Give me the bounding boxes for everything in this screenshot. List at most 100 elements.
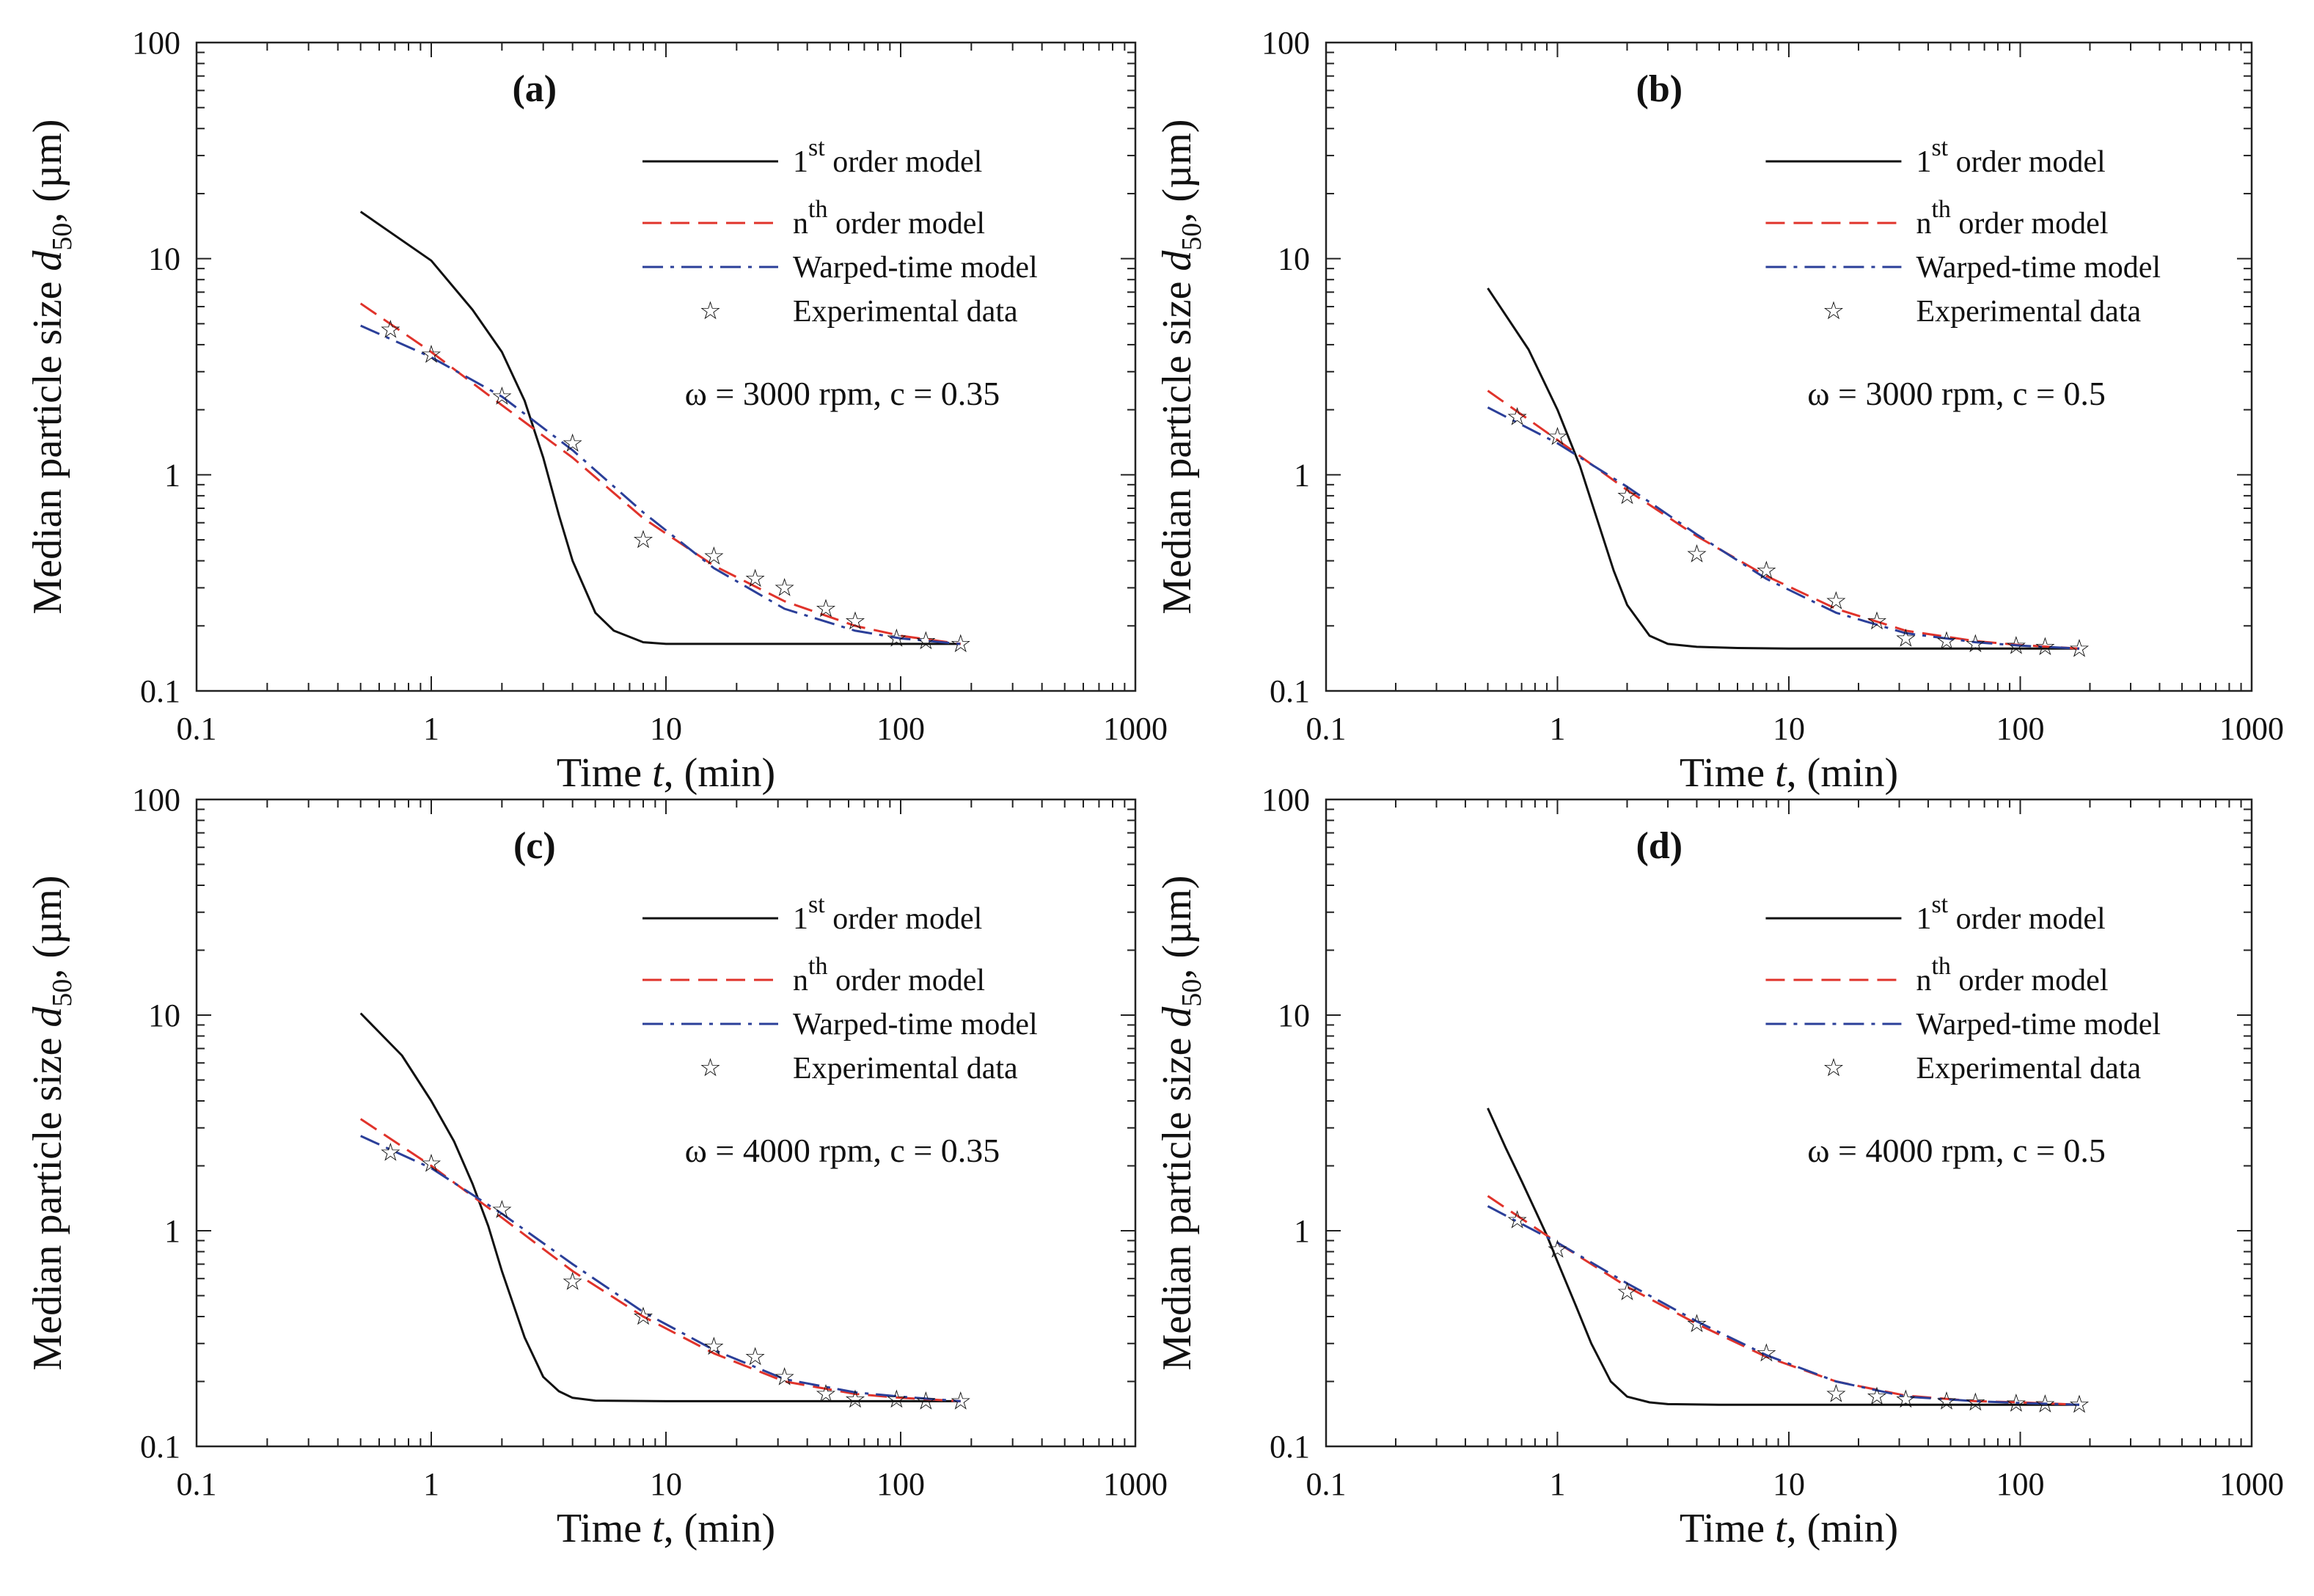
data-point-star-icon: ☆ (949, 629, 971, 659)
x-axis-title-prefix: Time (557, 750, 652, 796)
data-point-star-icon: ☆ (915, 1386, 937, 1416)
legend-label-superscript: th (808, 196, 827, 223)
data-point-star-icon: ☆ (1616, 481, 1638, 510)
legend-label: nth order model (1916, 196, 2108, 241)
data-point-star-icon: ☆ (561, 1267, 583, 1297)
legend-label-superscript: st (808, 134, 825, 161)
legend-label-suffix: order model (1948, 145, 2106, 179)
y-tick-label: 1 (1294, 457, 1310, 493)
y-tick-label: 100 (132, 782, 180, 818)
x-tick-label: 0.1 (177, 711, 217, 747)
data-point-star-icon: ☆ (1894, 623, 1916, 653)
data-point-star-icon: ☆ (420, 1149, 442, 1178)
condition-annotation: ω = 4000 rpm, c = 0.35 (685, 1132, 1000, 1169)
plot-frame (195, 41, 1137, 692)
data-point-star-icon: ☆ (915, 626, 937, 656)
y-tick-label: 0.1 (1270, 673, 1310, 709)
chart-panel: 0.1 1 10 100 1000 0.1 1 10 100 Time t, (min) Media… (25, 782, 1168, 1551)
data-point-star-icon: ☆ (1825, 1380, 1847, 1409)
data-point-star-icon: ☆ (885, 623, 907, 653)
x-axis-title: Time t, (min) (557, 1506, 775, 1551)
legend-label-prefix: 1 (1916, 145, 1931, 179)
legend-label-superscript: th (1931, 196, 1950, 223)
data-point-star-icon: ☆ (815, 1380, 837, 1409)
x-axis-title-variable: t (1775, 1506, 1787, 1551)
data-point-star-icon: ☆ (1546, 1234, 1568, 1264)
data-point-star-icon: ☆ (885, 1385, 907, 1414)
legend-label: Experimental data (1916, 295, 2141, 329)
x-tick-label: 0.1 (1306, 711, 1347, 747)
y-axis-title-prefix: Median particle size (25, 1028, 70, 1371)
legend-label: 1st order model (793, 891, 982, 936)
y-axis-title-prefix: Median particle size (25, 271, 70, 615)
y-axis-title-prefix: Median particle size (1154, 1028, 1200, 1371)
legend-label-prefix: 1 (793, 902, 808, 936)
chart-panel: 0.1 1 10 100 1000 0.1 1 10 100 Time t, (min) Media… (1154, 782, 2284, 1551)
data-point-star-icon: ☆ (1825, 587, 1847, 616)
x-axis-title-unit: , (min) (664, 1506, 775, 1551)
y-tick-label: 1 (164, 1213, 180, 1249)
y-axis-title-subscript: 50 (47, 979, 78, 1007)
series-line-solid (1487, 288, 2079, 650)
y-axis-title: Median particle size d50, (µm) (1154, 875, 1207, 1370)
legend-label-superscript: th (1931, 953, 1950, 980)
x-tick-label: 100 (1996, 1466, 2045, 1502)
data-point-star-icon: ☆ (632, 1302, 654, 1331)
y-tick-label: 1 (164, 457, 180, 493)
data-point-star-icon: ☆ (2005, 1389, 2027, 1419)
series-line-dashdot (1487, 1205, 2080, 1406)
x-tick-label: 100 (1996, 711, 2045, 747)
legend-label-prefix: n (1916, 207, 1931, 241)
y-axis-title-subscript: 50 (1176, 223, 1207, 251)
data-point-star-icon: ☆ (1936, 1386, 1958, 1416)
panel-label: (a) (512, 68, 557, 110)
data-point-star-icon: ☆ (2034, 632, 2056, 662)
x-axis-title-prefix: Time (557, 1506, 652, 1551)
legend-label-suffix: order model (825, 145, 983, 179)
legend-label-suffix: order model (825, 902, 983, 936)
data-point-star-icon: ☆ (632, 525, 654, 554)
y-axis-title-subscript: 50 (1176, 979, 1207, 1007)
data-point-star-icon: ☆ (1964, 1388, 1986, 1417)
condition-annotation: ω = 3000 rpm, c = 0.35 (685, 375, 1000, 412)
data-point-star-icon: ☆ (2005, 631, 2027, 660)
series-line-dashdot (360, 324, 961, 645)
data-point-star-icon: ☆ (844, 607, 866, 636)
data-point-star-icon: ☆ (1936, 626, 1958, 656)
legend-label: 1st order model (793, 134, 982, 179)
legend-label-superscript: st (1931, 134, 1948, 161)
y-tick-label: 0.1 (1270, 1429, 1310, 1465)
legend-label-superscript: st (808, 891, 825, 918)
x-tick-label: 1000 (1103, 1466, 1168, 1502)
x-axis-title: Time t, (min) (557, 750, 775, 796)
data-point-star-icon: ☆ (1894, 1385, 1916, 1414)
x-tick-label: 1 (423, 1466, 439, 1502)
x-tick-label: 10 (1773, 1466, 1805, 1502)
condition-annotation: ω = 4000 rpm, c = 0.5 (1807, 1132, 2106, 1169)
x-tick-label: 1 (1550, 711, 1566, 747)
data-point-star-icon: ☆ (561, 428, 583, 458)
data-point-star-icon: ☆ (773, 573, 795, 602)
legend-label-suffix: order model (1951, 964, 2109, 997)
legend-label: Experimental data (1916, 1052, 2141, 1086)
legend-label: nth order model (793, 196, 985, 241)
series-line-dashdot (360, 1135, 961, 1402)
y-tick-label: 10 (148, 241, 180, 277)
data-point-star-icon: ☆ (744, 1342, 766, 1372)
data-point-star-icon: ☆ (1755, 1339, 1777, 1368)
data-point-star-icon: ☆ (744, 564, 766, 593)
x-tick-label: 1000 (2219, 711, 2284, 747)
plot-frame (195, 798, 1137, 1448)
legend-label: Warped-time model (793, 1008, 1038, 1042)
x-tick-label: 100 (876, 711, 925, 747)
y-axis-title: Median particle size d50, (µm) (25, 119, 78, 614)
data-point-star-icon: ☆ (949, 1386, 971, 1416)
y-axis-title-variable: d (25, 1006, 70, 1028)
y-tick-label: 0.1 (140, 1429, 180, 1465)
y-tick-label: 10 (1278, 241, 1310, 277)
data-point-star-icon: ☆ (1866, 607, 1888, 636)
panel-label: (c) (513, 825, 556, 867)
y-tick-label: 10 (148, 997, 180, 1033)
